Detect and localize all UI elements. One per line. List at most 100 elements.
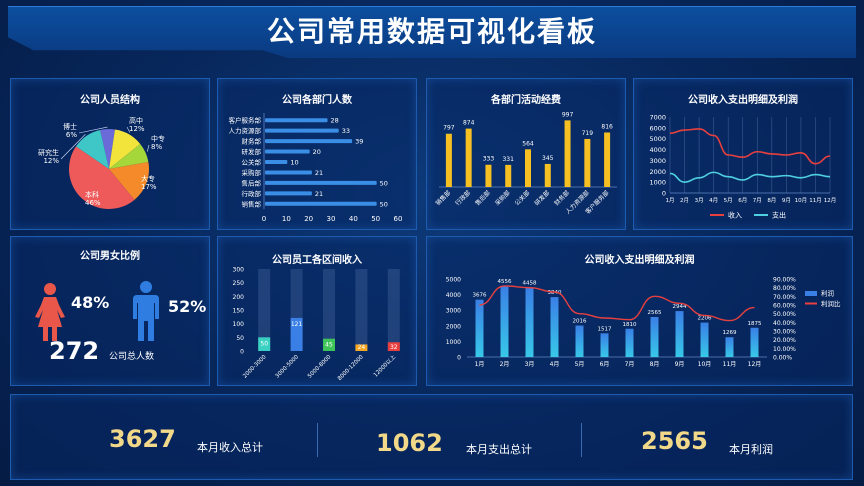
structure-panel: 公司人员结构 博士 6% 高中 12% 中专 8% 大专 17% 本科 46% 研究生 12% <box>10 78 210 230</box>
total-headcount-label: 公司总人数 <box>109 352 155 362</box>
vbar-bar <box>445 133 452 187</box>
profit-value-label: 2016 <box>573 319 587 325</box>
pie-label: 中专 <box>151 134 165 143</box>
profit-bar <box>575 325 584 357</box>
profit-chart: 0 1000 2000 3000 4000 5000 0.00% 10.00% 20.00%30… <box>446 277 841 369</box>
salary-category-label: 5000-8000 <box>307 354 333 380</box>
vbar-bar <box>544 163 551 187</box>
vbar-value-label: 345 <box>542 155 554 162</box>
profit-y2-tick: 20.00% <box>773 337 796 344</box>
pie-percent: 6% <box>66 131 77 139</box>
hbar-x-tick: 50 <box>371 215 380 223</box>
vbar-category-label: 采购部 <box>493 189 511 207</box>
monthly-expense-value: 1062 <box>376 429 443 457</box>
profit-x-tick: 5月 <box>575 361 585 368</box>
profit-y-tick: 4000 <box>446 292 461 299</box>
income-line-chart: 0 1000 2000 3000 4000 5000 6000 7000 1月 2月 3月 4月 5月 6… <box>649 114 836 220</box>
line-y-tick: 4000 <box>649 146 666 154</box>
profit-x-tick: 3月 <box>525 361 535 368</box>
hbar-bar <box>265 201 377 206</box>
line-y-tick: 7000 <box>649 114 666 122</box>
dept-count-panel: 公司各部门人数 客户服务部 28 人力资源部 33 财务部 39 研发部 20 公关部 10 采购部… <box>217 78 417 230</box>
hbar-bar <box>265 191 312 196</box>
pie-label: 博士 <box>63 122 77 131</box>
hbar-category-label: 研发部 <box>242 147 262 156</box>
hbar-category-label: 公关部 <box>242 158 262 167</box>
pie-leader-line <box>60 134 86 160</box>
line-y-tick: 0 <box>662 190 666 198</box>
male-icon <box>133 281 159 341</box>
pie-slice <box>75 129 109 169</box>
profit-value-label: 2565 <box>648 310 662 316</box>
vbar-bar <box>465 128 472 187</box>
hbar-value-label: 50 <box>380 200 388 208</box>
salary-bar <box>258 337 271 351</box>
profit-y-tick: 3000 <box>446 308 461 315</box>
profit-legend-label: 利润比 <box>821 299 841 308</box>
hbar-x-tick: 20 <box>304 215 313 223</box>
line-legend-label: 收入 <box>728 211 742 220</box>
stats-divider <box>317 423 318 457</box>
salary-bar-track <box>355 269 368 351</box>
profit-bar <box>700 322 709 357</box>
profit-x-tick: 2月 <box>500 361 510 368</box>
hbar-bar <box>265 149 310 154</box>
income-line-title: 公司收入支出明细及利润 <box>688 95 798 106</box>
salary-y-tick: 50 <box>236 335 244 342</box>
total-headcount: 272 <box>49 337 100 365</box>
hbar-x-tick: 40 <box>349 215 358 223</box>
vbar-bar <box>485 164 492 187</box>
pie-percent: 17% <box>141 183 157 191</box>
salary-value-label: 24 <box>358 344 366 351</box>
salary-category-label: 12000以上 <box>371 352 397 378</box>
vbar-category-label: 行政部 <box>454 189 472 207</box>
gender-panel: 公司男女比例 48% 52% 272 公司总人数 <box>10 236 210 386</box>
pie-percent: 46% <box>85 199 101 207</box>
hbar-bar <box>265 160 288 164</box>
line-x-tick: 5月 <box>724 197 733 204</box>
line-series-income <box>669 128 831 165</box>
hbar-value-label: 39 <box>355 138 363 146</box>
hbar-value-label: 50 <box>380 179 388 187</box>
profit-x-tick: 8月 <box>650 361 660 368</box>
vbar-category-label: 研发部 <box>533 189 551 207</box>
profit-bar <box>475 299 484 357</box>
vbar-value-label: 331 <box>502 156 514 163</box>
hbar-bar <box>265 139 353 144</box>
line-x-tick: 7月 <box>753 197 762 204</box>
hbar-x-tick: 60 <box>394 215 403 223</box>
header-banner <box>8 6 856 58</box>
profit-y-tick: 0 <box>457 355 461 362</box>
vbar-value-label: 719 <box>582 130 594 137</box>
salary-bar <box>387 342 400 351</box>
salary-bar-track <box>258 269 271 351</box>
salary-category-label: 8000-12000 <box>337 354 365 382</box>
salary-bar-track <box>387 269 400 351</box>
salary-y-tick: 200 <box>233 294 245 301</box>
line-x-tick: 4月 <box>709 197 718 204</box>
pie-leader-line <box>126 126 131 133</box>
salary-y-tick: 150 <box>233 308 245 315</box>
profit-value-label: 1810 <box>623 322 637 328</box>
hbar-value-label: 28 <box>331 117 339 125</box>
profit-panel: 公司收入支出明细及利润 0 1000 2000 3000 4000 5000 0.00% 10… <box>426 236 853 386</box>
pie-leader-line <box>78 126 108 134</box>
profit-y-tick: 1000 <box>446 339 461 346</box>
hbar-value-label: 21 <box>315 190 323 198</box>
profit-bar <box>675 311 684 357</box>
vbar-category-label: 售后部 <box>473 189 491 207</box>
profit-value-label: 1269 <box>723 330 737 336</box>
pie-label: 大专 <box>141 174 155 183</box>
vbar-bar <box>604 132 611 187</box>
line-x-tick: 9月 <box>782 197 791 204</box>
stats-divider <box>581 423 582 457</box>
structure-title: 公司人员结构 <box>80 95 140 106</box>
pie-slice <box>109 144 149 169</box>
pie-leader-line <box>146 144 150 152</box>
profit-y2-tick: 40.00% <box>773 320 796 327</box>
profit-x-tick: 4月 <box>550 361 560 368</box>
profit-value-label: 1875 <box>748 321 762 327</box>
line-legend-label: 支出 <box>772 211 786 220</box>
salary-y-tick: 300 <box>233 267 245 274</box>
dept-cost-chart: 797 销售部 874 行政部 333 售后部 331 采购部 564 公关部 345 研发部 997 财… <box>434 111 617 216</box>
